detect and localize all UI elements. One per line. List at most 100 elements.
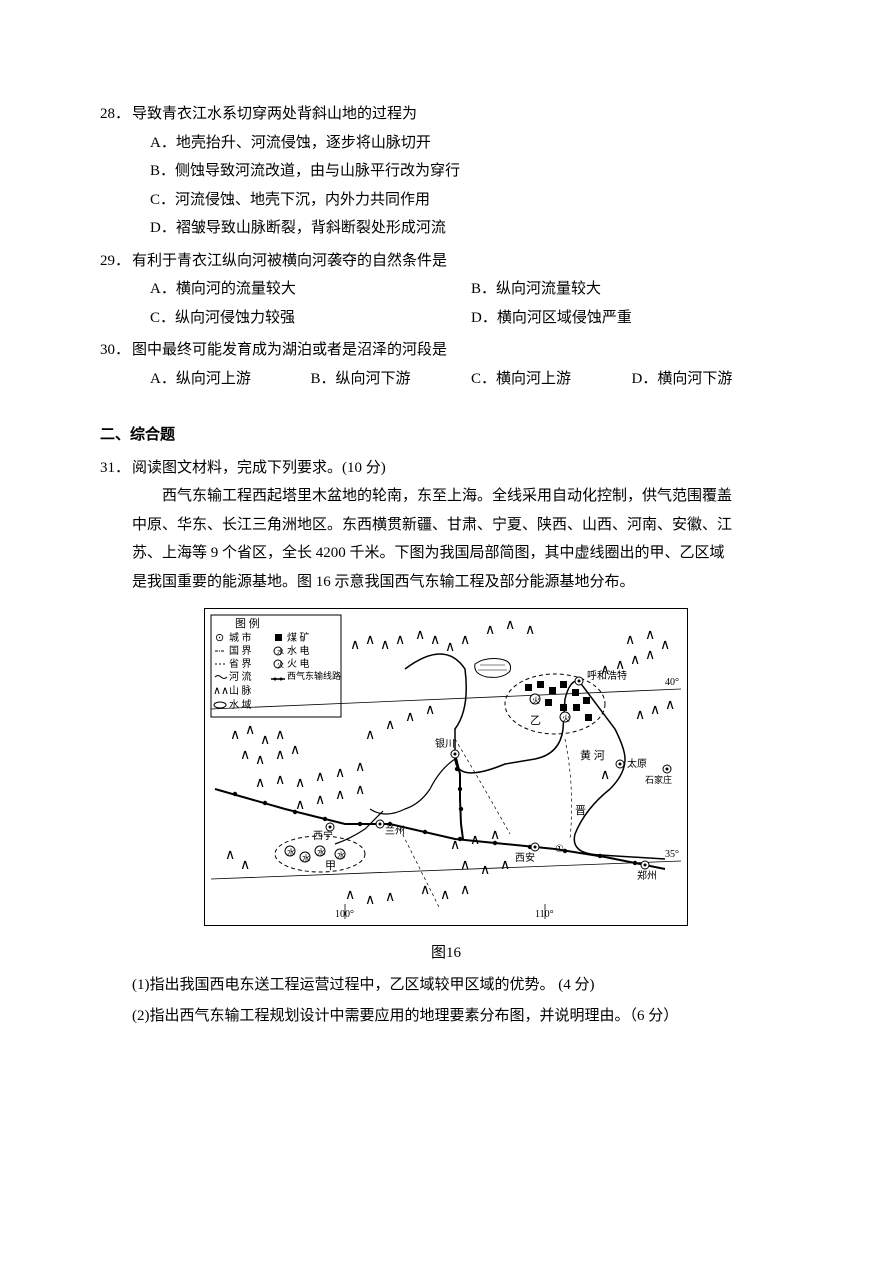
pipeline-icon — [215, 754, 665, 869]
svg-text:∧: ∧ — [225, 848, 235, 863]
question-29: 29． 有利于青衣江纵向河被横向河袭夺的自然条件是 A．横向河的流量较大 B．纵… — [100, 247, 792, 333]
svg-text:∧: ∧ — [315, 793, 325, 808]
section-2-title: 二、综合题 — [100, 421, 792, 450]
svg-text:银川: 银川 — [435, 737, 455, 750]
svg-text:∧: ∧ — [405, 710, 415, 725]
svg-text:火 电: 火 电 — [287, 657, 310, 670]
question-stem: 30． 图中最终可能发育成为湖泊或者是沼泽的河段是 — [100, 336, 792, 365]
svg-text:∧∧: ∧∧ — [213, 685, 229, 697]
svg-text:晋: 晋 — [575, 804, 586, 817]
question-text: 阅读图文材料，完成下列要求。(10 分) — [132, 454, 386, 483]
svg-text:水: 水 — [302, 853, 310, 863]
svg-text:∧: ∧ — [385, 890, 395, 905]
svg-text:石家庄: 石家庄 — [645, 774, 672, 785]
question-number: 30． — [100, 336, 132, 365]
svg-text:∧: ∧ — [350, 638, 360, 653]
svg-text:∧: ∧ — [630, 653, 640, 668]
svg-text:∧: ∧ — [460, 883, 470, 898]
option-a: A．地壳抬升、河流侵蚀，逐步将山脉切开 — [100, 129, 792, 158]
svg-text:∧: ∧ — [365, 728, 375, 743]
option-a: A．纵向河上游 — [150, 365, 311, 394]
svg-text:水: 水 — [337, 850, 345, 860]
yellow-river-icon — [405, 654, 665, 859]
option-b: B．纵向河流量较大 — [471, 275, 792, 304]
option-row-1: A．横向河的流量较大 B．纵向河流量较大 — [100, 275, 792, 304]
svg-text:黄 河: 黄 河 — [580, 748, 605, 762]
svg-text:∧: ∧ — [500, 858, 510, 873]
passage-line-3: 苏、上海等 9 个省区，全长 4200 千米。下图为我国局部简图，其中虚线圈出的… — [100, 539, 792, 568]
svg-text:∧: ∧ — [275, 748, 285, 763]
svg-text:国 界: 国 界 — [229, 645, 252, 657]
svg-text:水: 水 — [287, 847, 295, 857]
svg-text:∧: ∧ — [245, 723, 255, 738]
svg-text:∧: ∧ — [275, 728, 285, 743]
svg-text:∧: ∧ — [440, 888, 450, 903]
svg-text:火: 火 — [532, 696, 540, 705]
svg-text:∧: ∧ — [635, 708, 645, 723]
svg-text:乙: 乙 — [530, 714, 541, 727]
option-d: D．横向河下游 — [632, 365, 793, 394]
svg-text:∧: ∧ — [645, 628, 655, 643]
svg-text:西气东输线路: 西气东输线路 — [287, 670, 341, 681]
svg-text:∧: ∧ — [660, 638, 670, 653]
svg-text:∧: ∧ — [460, 858, 470, 873]
svg-text:水 域: 水 域 — [229, 698, 252, 711]
svg-text:呼和浩特: 呼和浩特 — [587, 670, 627, 682]
svg-text:∧: ∧ — [345, 888, 355, 903]
svg-text:火: 火 — [277, 661, 284, 669]
svg-text:∧: ∧ — [600, 768, 610, 783]
option-c: C．横向河上游 — [471, 365, 632, 394]
svg-text:∧: ∧ — [240, 748, 250, 763]
option-row-2: C．纵向河侵蚀力较强 D．横向河区域侵蚀严重 — [100, 304, 792, 333]
map-svg: 图 例 ⊙城 市 国 界 省 界 河 流 ∧∧山 脉 水 域 煤 矿 水水 电 … — [204, 608, 688, 926]
option-b: B．侧蚀导致河流改道，由与山脉平行改为穿行 — [100, 157, 792, 186]
figure-caption: 图16 — [100, 939, 792, 968]
svg-text:∧: ∧ — [255, 776, 265, 791]
svg-text:郑州: 郑州 — [637, 869, 657, 882]
svg-text:兰州: 兰州 — [385, 824, 405, 837]
svg-text:火: 火 — [562, 714, 570, 723]
question-text: 导致青衣江水系切穿两处背斜山地的过程为 — [132, 100, 417, 129]
svg-text:∧: ∧ — [460, 633, 470, 648]
svg-text:∧: ∧ — [260, 733, 270, 748]
svg-text:∧: ∧ — [415, 628, 425, 643]
option-a: A．横向河的流量较大 — [150, 275, 471, 304]
svg-text:∧: ∧ — [625, 633, 635, 648]
svg-text:∧: ∧ — [240, 858, 250, 873]
svg-text:∧: ∧ — [315, 770, 325, 785]
svg-text:∧: ∧ — [505, 618, 515, 633]
question-31: 31． 阅读图文材料，完成下列要求。(10 分) 西气东输工程西起塔里木盆地的轮… — [100, 454, 792, 1031]
svg-text:省 界: 省 界 — [229, 657, 252, 670]
svg-text:∧: ∧ — [485, 623, 495, 638]
question-number: 28． — [100, 100, 132, 129]
svg-text:西安: 西安 — [515, 851, 535, 864]
svg-text:山 脉: 山 脉 — [229, 684, 252, 697]
question-text: 有利于青衣江纵向河被横向河袭夺的自然条件是 — [132, 247, 447, 276]
question-stem: 28． 导致青衣江水系切穿两处背斜山地的过程为 — [100, 100, 792, 129]
svg-text:∧: ∧ — [355, 783, 365, 798]
svg-text:∧: ∧ — [490, 828, 500, 843]
svg-text:∧: ∧ — [425, 703, 435, 718]
svg-text:∧: ∧ — [480, 863, 490, 878]
figure-16: 图 例 ⊙城 市 国 界 省 界 河 流 ∧∧山 脉 水 域 煤 矿 水水 电 … — [100, 608, 792, 967]
option-c: C．纵向河侵蚀力较强 — [150, 304, 471, 333]
svg-text:∧: ∧ — [275, 773, 285, 788]
svg-text:40°: 40° — [665, 677, 679, 688]
sub-question-2: (2)指出西气东输工程规划设计中需要应用的地理要素分布图，并说明理由。（6 分） — [100, 1002, 792, 1031]
svg-text:∧: ∧ — [355, 760, 365, 775]
svg-text:∧: ∧ — [420, 883, 430, 898]
svg-text:∧: ∧ — [665, 698, 675, 713]
svg-text:∧: ∧ — [380, 638, 390, 653]
legend-title: 图 例 — [235, 616, 260, 630]
option-d: D．褶皱导致山脉断裂，背斜断裂处形成河流 — [100, 214, 792, 243]
svg-text:∧: ∧ — [650, 703, 660, 718]
svg-text:①: ① — [555, 844, 564, 855]
question-number: 31． — [100, 454, 132, 483]
passage-line-1: 西气东输工程西起塔里木盆地的轮南，东至上海。全线采用自动化控制，供气范围覆盖 — [100, 482, 792, 511]
svg-text:110°: 110° — [535, 909, 554, 920]
passage-line-2: 中原、华东、长江三角洲地区。东西横贯新疆、甘肃、宁夏、陕西、山西、河南、安徽、江 — [100, 511, 792, 540]
svg-text:城 市: 城 市 — [229, 631, 252, 644]
sub-question-1: (1)指出我国西电东送工程运营过程中，乙区域较甲区域的优势。 (4 分) — [100, 971, 792, 1000]
svg-text:甲: 甲 — [325, 860, 336, 872]
svg-text:∧: ∧ — [230, 728, 240, 743]
